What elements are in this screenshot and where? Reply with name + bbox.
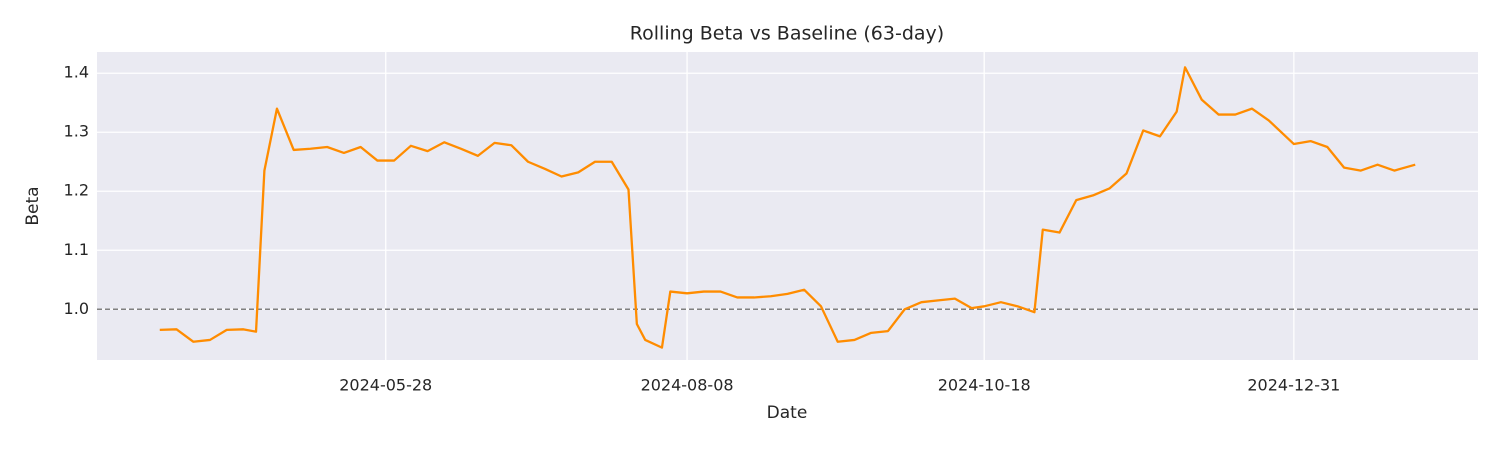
y-tick-label: 1.2 bbox=[64, 181, 89, 200]
y-tick-label: 1.3 bbox=[64, 122, 89, 141]
y-tick-label: 1.0 bbox=[64, 299, 89, 318]
y-axis-label: Beta bbox=[23, 186, 43, 225]
x-tick-label: 2024-10-18 bbox=[938, 376, 1031, 395]
plot-area bbox=[97, 52, 1478, 360]
x-tick-label: 2024-12-31 bbox=[1247, 376, 1340, 395]
x-tick-label: 2024-08-08 bbox=[641, 376, 734, 395]
y-tick-label: 1.1 bbox=[64, 240, 89, 259]
chart-title: Rolling Beta vs Baseline (63-day) bbox=[630, 23, 944, 45]
x-axis-label: Date bbox=[767, 403, 808, 423]
x-tick-label: 2024-05-28 bbox=[339, 376, 432, 395]
y-tick-label: 1.4 bbox=[64, 63, 89, 82]
line bbox=[159, 66, 1416, 349]
